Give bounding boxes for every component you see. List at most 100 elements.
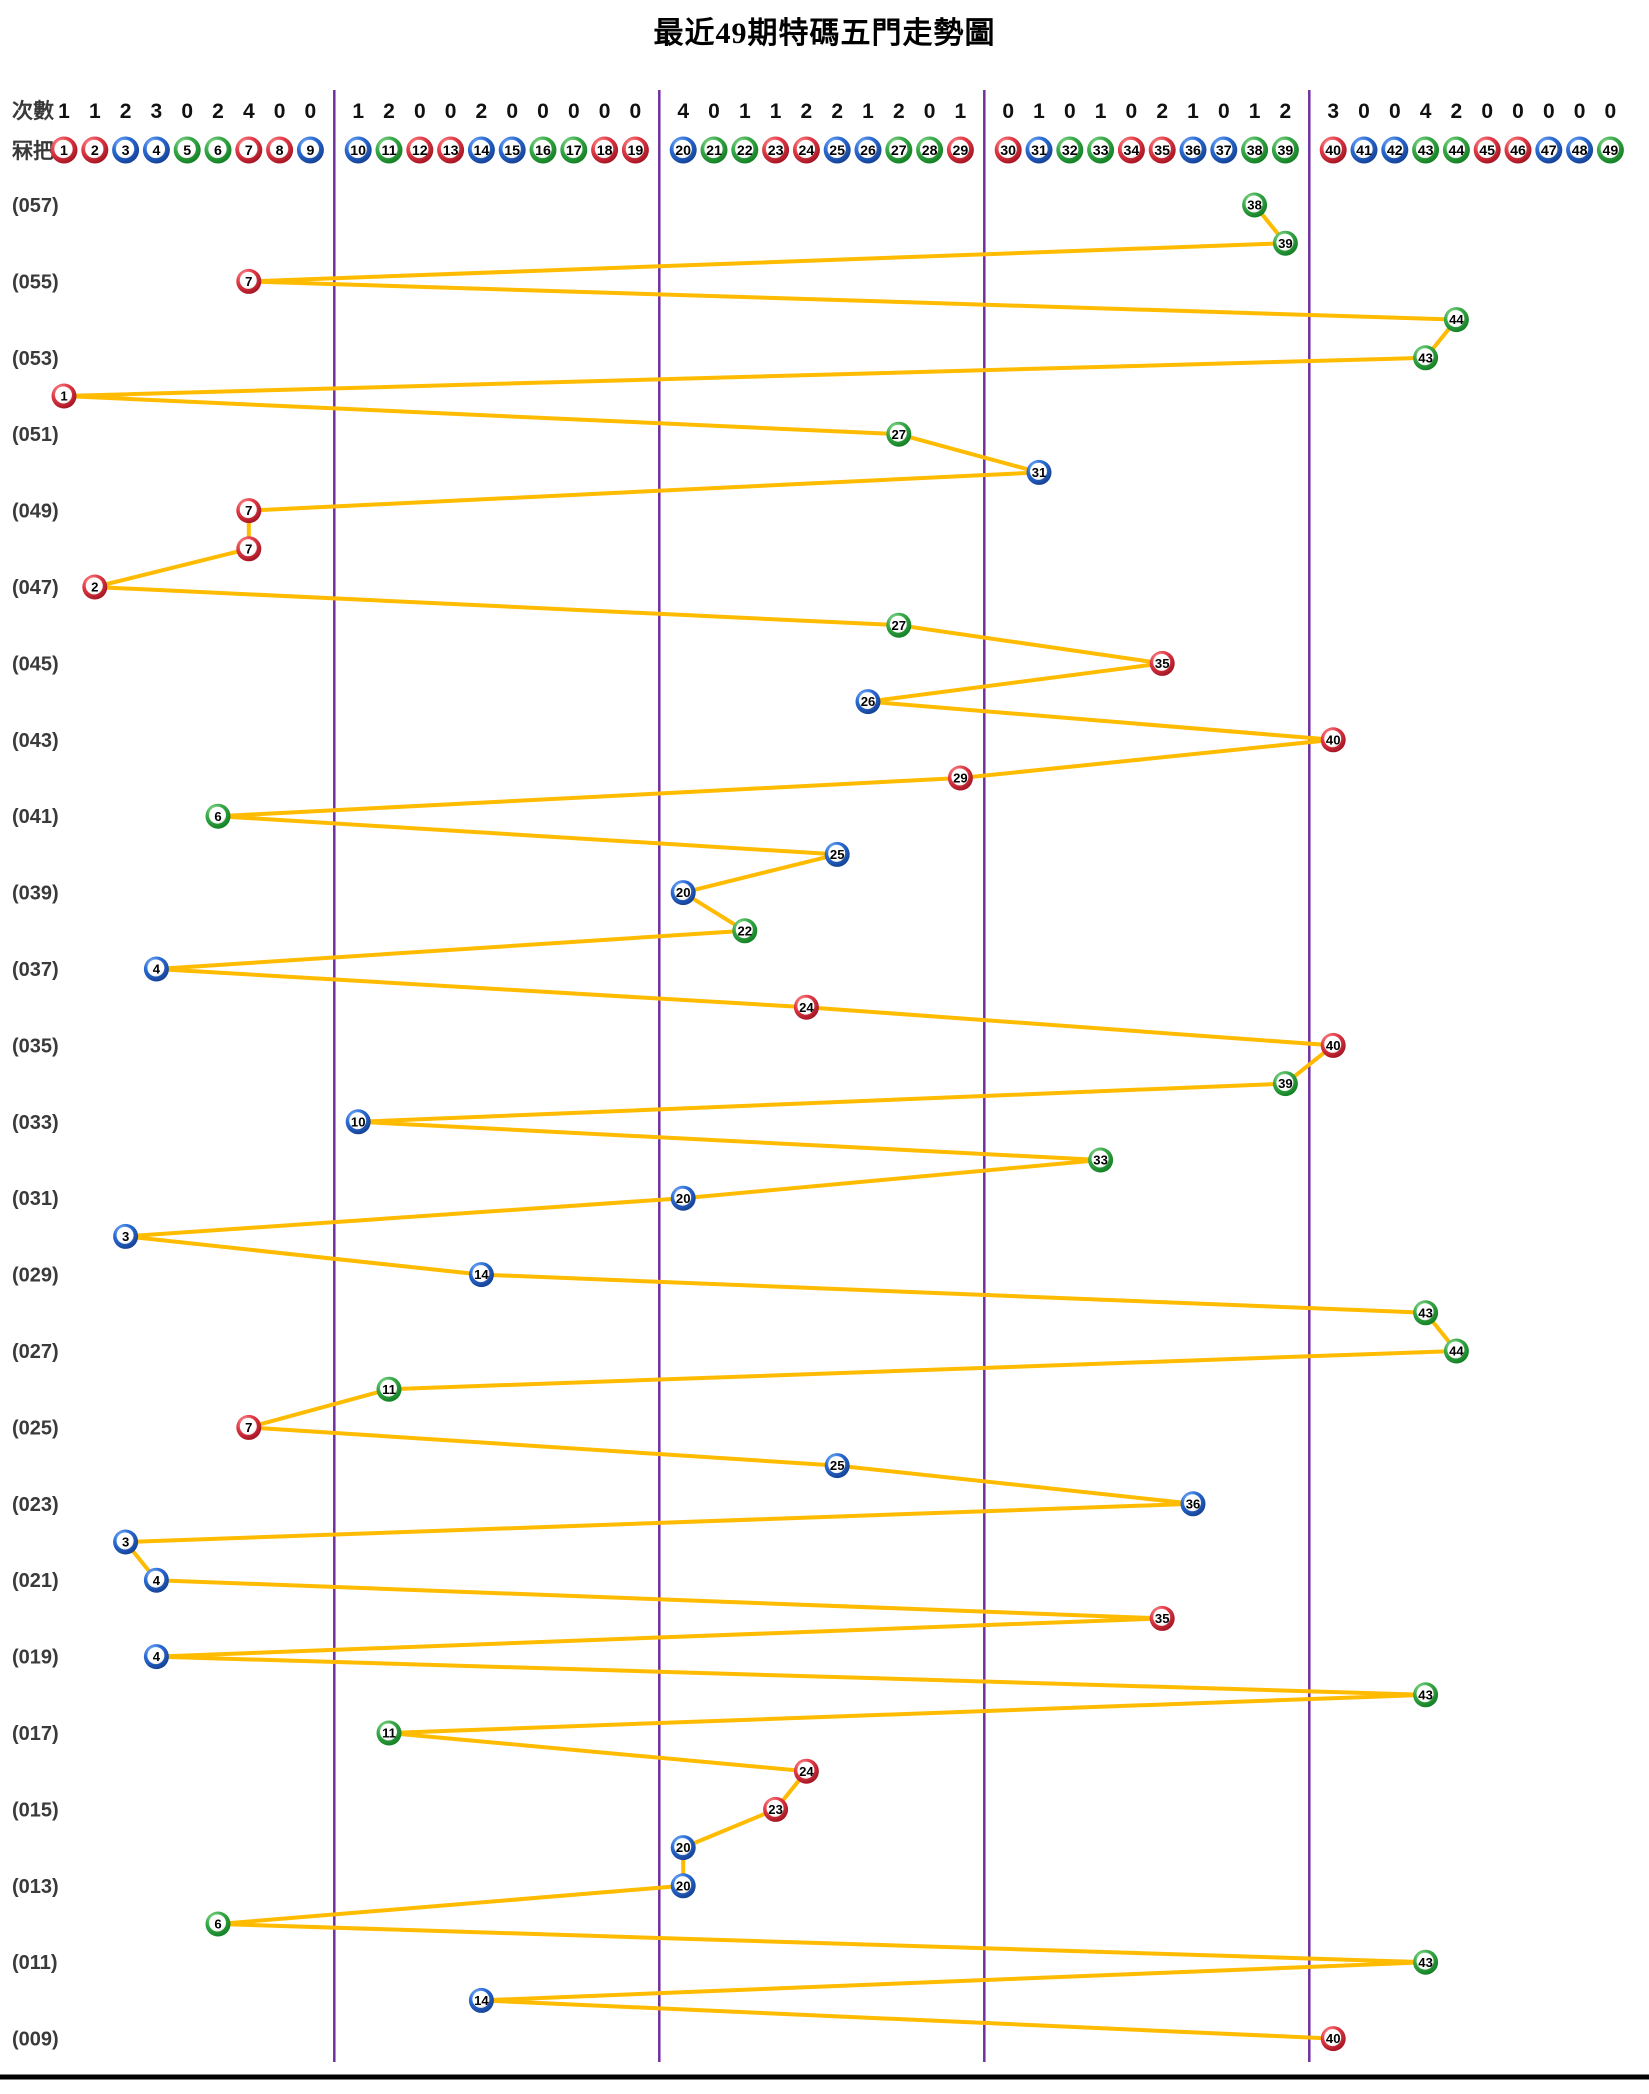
period-label: (021) <box>12 1570 59 1592</box>
count-value: 4 <box>243 100 255 123</box>
count-value: 2 <box>1280 100 1292 123</box>
count-value: 0 <box>1358 100 1370 123</box>
header-ball-10: 10 <box>344 136 372 164</box>
count-value: 0 <box>599 100 611 123</box>
period-label: (045) <box>12 653 59 675</box>
count-value: 1 <box>1095 100 1107 123</box>
header-ball-33: 33 <box>1087 136 1115 164</box>
count-value: 0 <box>537 100 549 123</box>
header-ball-6: 6 <box>204 136 232 164</box>
chart-ball: 35 <box>1149 650 1175 676</box>
header-ball-30: 30 <box>994 136 1022 164</box>
svg-text:24: 24 <box>799 143 815 159</box>
svg-text:40: 40 <box>1326 1038 1341 1053</box>
chart-ball: 29 <box>947 765 973 791</box>
chart-ball: 1 <box>51 383 77 409</box>
chart-ball: 4 <box>143 956 169 982</box>
period-label: (055) <box>12 271 59 293</box>
count-value: 0 <box>506 100 518 123</box>
period-label: (057) <box>12 195 59 217</box>
svg-text:36: 36 <box>1186 1496 1201 1511</box>
count-value: 1 <box>1249 100 1261 123</box>
chart-ball: 11 <box>376 1720 402 1746</box>
svg-text:33: 33 <box>1093 143 1109 159</box>
svg-text:45: 45 <box>1479 143 1495 159</box>
header-ball-15: 15 <box>498 136 526 164</box>
svg-text:42: 42 <box>1387 143 1403 159</box>
chart-ball: 40 <box>1320 727 1346 753</box>
header-ball-7: 7 <box>235 136 263 164</box>
chart-ball: 25 <box>824 841 850 867</box>
header-ball-39: 39 <box>1271 136 1299 164</box>
count-value: 0 <box>1064 100 1076 123</box>
count-value: 2 <box>476 100 488 123</box>
svg-text:31: 31 <box>1032 465 1047 480</box>
svg-text:43: 43 <box>1418 1955 1433 1970</box>
chart-ball: 43 <box>1413 1300 1439 1326</box>
svg-text:39: 39 <box>1278 143 1294 159</box>
page-title: 最近49期特碼五門走勢圖 <box>653 17 996 50</box>
section-dividers <box>333 90 1311 2062</box>
svg-text:26: 26 <box>861 694 876 709</box>
count-value: 1 <box>352 100 364 123</box>
svg-text:49: 49 <box>1603 143 1619 159</box>
svg-text:25: 25 <box>830 847 845 862</box>
svg-text:20: 20 <box>676 885 691 900</box>
header-ball-46: 46 <box>1504 136 1532 164</box>
count-value: 1 <box>862 100 874 123</box>
count-value: 1 <box>955 100 967 123</box>
header-ball-8: 8 <box>266 136 294 164</box>
chart-ball: 20 <box>670 880 696 906</box>
count-value: 0 <box>708 100 720 123</box>
header-ball-49: 49 <box>1596 136 1624 164</box>
svg-text:28: 28 <box>922 143 938 159</box>
period-label: (025) <box>12 1417 59 1439</box>
chart-ball: 40 <box>1320 2026 1346 2052</box>
count-value: 2 <box>1156 100 1168 123</box>
chart-ball: 14 <box>468 1987 494 2013</box>
chart-ball: 25 <box>824 1453 850 1479</box>
chart-ball: 6 <box>205 1911 231 1937</box>
count-value: 1 <box>770 100 782 123</box>
period-label: (019) <box>12 1647 59 1669</box>
header-ball-27: 27 <box>885 136 913 164</box>
chart-ball: 39 <box>1272 1071 1298 1097</box>
svg-text:48: 48 <box>1572 143 1588 159</box>
svg-text:2: 2 <box>91 143 99 159</box>
balls-row-label: 冧把 <box>12 139 54 163</box>
period-label: (017) <box>12 1723 59 1745</box>
count-value: 0 <box>1543 100 1555 123</box>
svg-text:24: 24 <box>799 1000 814 1015</box>
svg-text:11: 11 <box>382 143 397 159</box>
header-ball-23: 23 <box>762 136 790 164</box>
svg-text:4: 4 <box>152 143 160 159</box>
header-ball-11: 11 <box>375 136 403 164</box>
svg-text:20: 20 <box>675 143 691 159</box>
counts-row-label: 次數 <box>12 99 54 123</box>
header-ball-26: 26 <box>854 136 882 164</box>
svg-text:23: 23 <box>768 1802 783 1817</box>
svg-text:22: 22 <box>737 143 753 159</box>
count-value: 0 <box>181 100 193 123</box>
chart-ball: 43 <box>1413 345 1439 371</box>
header-ball-41: 41 <box>1350 136 1378 164</box>
header-ball-48: 48 <box>1566 136 1594 164</box>
svg-text:20: 20 <box>676 1878 691 1893</box>
svg-text:7: 7 <box>245 1420 252 1435</box>
count-value: 0 <box>1481 100 1493 123</box>
chart-ball: 43 <box>1413 1949 1439 1975</box>
svg-text:46: 46 <box>1510 143 1526 159</box>
svg-text:14: 14 <box>474 143 490 159</box>
header-ball-12: 12 <box>406 136 434 164</box>
chart-ball: 4 <box>143 1644 169 1670</box>
svg-text:44: 44 <box>1449 143 1465 159</box>
svg-text:43: 43 <box>1418 143 1434 159</box>
svg-text:6: 6 <box>214 809 221 824</box>
chart-ball: 4 <box>143 1567 169 1593</box>
count-value: 2 <box>801 100 813 123</box>
svg-text:44: 44 <box>1449 312 1464 327</box>
chart-ball: 7 <box>236 498 262 524</box>
svg-text:12: 12 <box>412 143 428 159</box>
